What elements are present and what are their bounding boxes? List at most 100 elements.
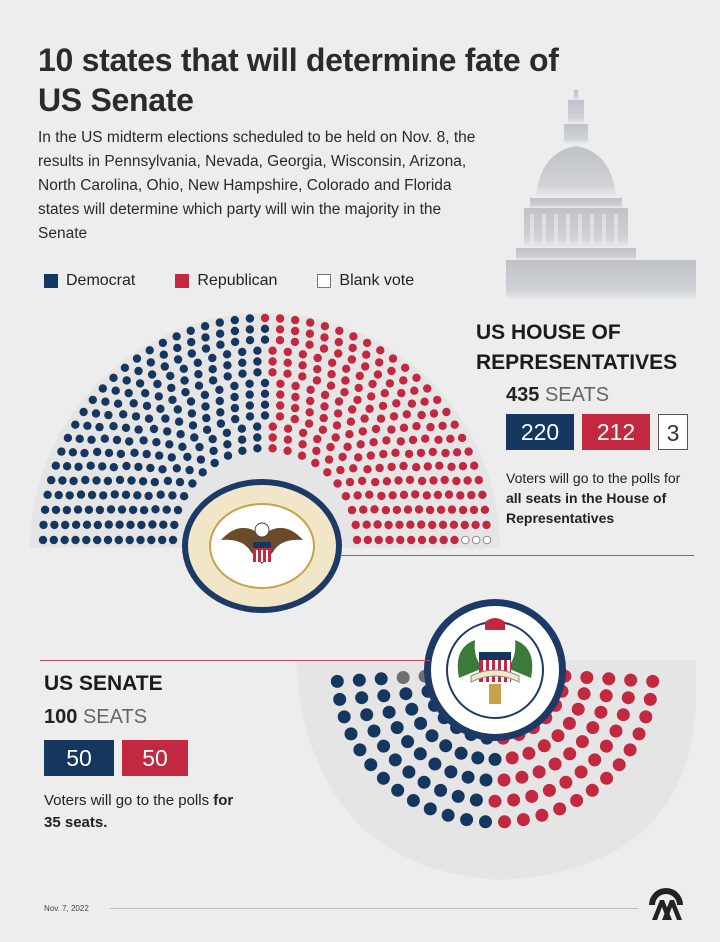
- house-seat-democrat: [144, 414, 154, 423]
- house-seat-republican: [408, 435, 418, 445]
- house-seat-republican: [358, 427, 367, 436]
- house-seat-republican: [353, 491, 362, 500]
- house-seat-republican: [452, 448, 462, 457]
- house-seat-democrat: [238, 446, 247, 455]
- house-seat-republican: [450, 535, 459, 545]
- house-seat-republican: [435, 461, 444, 470]
- house-seat-republican: [275, 336, 285, 345]
- house-seat-democrat: [223, 372, 232, 381]
- house-seat-democrat: [84, 505, 94, 514]
- house-seat-democrat: [109, 422, 118, 431]
- senate-seat-republican: [599, 739, 613, 753]
- house-seat-democrat: [158, 338, 168, 348]
- house-seat-republican: [298, 372, 307, 381]
- house-seat-democrat: [139, 506, 149, 515]
- house-seat-democrat: [200, 390, 210, 400]
- house-seat-democrat: [104, 410, 113, 420]
- house-seat-democrat: [109, 463, 119, 472]
- house-seat-democrat: [125, 535, 134, 545]
- house-seat-democrat: [115, 520, 124, 529]
- house-seat-republican: [436, 505, 446, 514]
- senate-seat-democrat: [488, 752, 502, 766]
- house-seat-republican: [319, 344, 329, 353]
- house-heading: US HOUSE OF REPRESENTATIVES: [476, 318, 677, 378]
- house-seat-democrat: [126, 520, 135, 529]
- house-seat-democrat: [215, 329, 225, 338]
- house-seat-blank: [461, 535, 470, 545]
- house-seat-democrat: [109, 373, 118, 382]
- senate-seat-republican: [488, 794, 502, 808]
- house-seat-democrat: [179, 492, 189, 501]
- house-seat-republican: [368, 379, 377, 389]
- house-seat-republican: [410, 386, 419, 395]
- house-seat-republican: [433, 395, 442, 405]
- senate-note-plain: Voters will go to the polls: [44, 792, 214, 809]
- house-seat-republican: [283, 424, 293, 433]
- house-seat-democrat: [238, 347, 247, 357]
- house-seat-democrat: [230, 403, 240, 413]
- house-seat-republican: [305, 408, 314, 417]
- house-seat-democrat: [137, 520, 146, 530]
- senate-seat-republican: [609, 724, 623, 738]
- house-seat-republican: [335, 326, 344, 335]
- house-seat-republican: [395, 520, 404, 529]
- house-seat-democrat: [260, 324, 270, 333]
- house-seat-republican: [348, 343, 357, 353]
- house-seat-republican: [444, 490, 454, 499]
- senate-seat-republican: [559, 775, 573, 789]
- capitol-dome-icon: [506, 90, 696, 300]
- house-seat-democrat: [76, 490, 86, 499]
- house-seat-republican: [334, 337, 343, 347]
- senate-seat-republican: [562, 716, 576, 730]
- house-seat-republican: [373, 520, 382, 529]
- house-seat-republican: [412, 422, 421, 431]
- house-seat-republican: [429, 409, 439, 418]
- house-seat-democrat: [245, 401, 254, 410]
- house-seat-democrat: [111, 386, 120, 395]
- house-seat-democrat: [222, 350, 232, 359]
- house-seat-democrat: [124, 388, 133, 398]
- house-seat-democrat: [201, 333, 210, 342]
- house-seat-republican: [276, 401, 285, 410]
- house-seat-republican: [420, 397, 429, 406]
- senate-seat-republican: [585, 783, 599, 797]
- house-seat-republican: [384, 520, 393, 530]
- house-seat-republican: [268, 433, 277, 442]
- house-seat-democrat: [210, 458, 219, 468]
- house-seat-democrat: [142, 401, 152, 411]
- house-seat-republican: [433, 490, 443, 500]
- house-seat-republican: [396, 437, 405, 446]
- senate-seat-democrat: [401, 735, 415, 749]
- house-seat-democrat: [195, 442, 204, 452]
- house-seat-republican: [336, 465, 345, 475]
- senate-seal-icon: [424, 599, 566, 741]
- house-seat-democrat: [208, 434, 217, 444]
- house-seat-democrat: [116, 449, 126, 459]
- house-seat-democrat: [91, 409, 101, 418]
- house-seat-democrat: [115, 475, 125, 485]
- house-seat-democrat: [253, 422, 262, 431]
- house-seat-republican: [460, 520, 469, 530]
- house-seat-democrat: [95, 505, 105, 515]
- house-seat-democrat: [145, 346, 154, 355]
- senate-seat-republican: [574, 765, 588, 779]
- house-seat-republican: [375, 463, 384, 473]
- house-seat-democrat: [180, 376, 189, 385]
- house-seats: [38, 313, 492, 545]
- senate-seat-democrat: [405, 702, 419, 716]
- senate-seat-democrat: [377, 689, 391, 703]
- house-seat-democrat: [245, 379, 254, 388]
- house-seat-republican: [311, 458, 320, 468]
- house-seat-republican: [268, 368, 277, 377]
- senate-seat-democrat: [376, 771, 390, 785]
- legend-blank-label: Blank vote: [339, 272, 415, 289]
- house-seat-republican: [304, 419, 314, 428]
- blank-swatch: [317, 274, 332, 288]
- house-seat-republican: [313, 434, 322, 444]
- house-seat-republican: [402, 410, 411, 419]
- house-seat-republican: [387, 462, 396, 472]
- house-seat-democrat: [121, 490, 131, 499]
- house-seat-democrat: [83, 421, 92, 430]
- house-seat-republican: [305, 329, 315, 338]
- senate-seat-republican: [553, 802, 567, 816]
